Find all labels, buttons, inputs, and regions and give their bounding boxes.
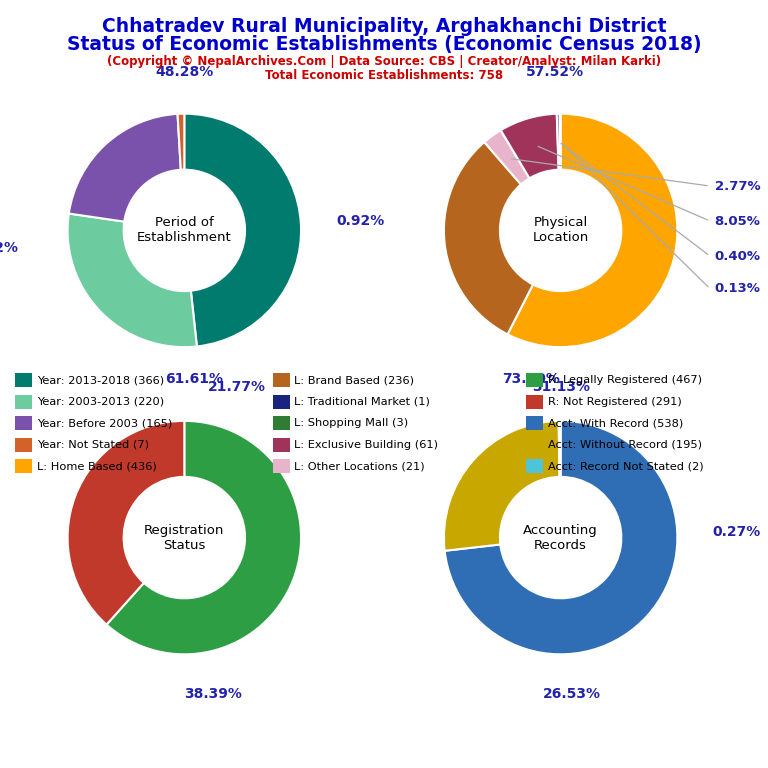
Text: (Copyright © NepalArchives.Com | Data Source: CBS | Creator/Analyst: Milan Karki: (Copyright © NepalArchives.Com | Data So… bbox=[107, 55, 661, 68]
Text: 57.52%: 57.52% bbox=[526, 65, 584, 78]
Wedge shape bbox=[444, 142, 533, 334]
Wedge shape bbox=[69, 114, 180, 222]
Text: L: Other Locations (21): L: Other Locations (21) bbox=[294, 461, 425, 472]
Text: R: Not Registered (291): R: Not Registered (291) bbox=[548, 396, 681, 407]
Text: L: Shopping Mall (3): L: Shopping Mall (3) bbox=[294, 418, 409, 429]
Wedge shape bbox=[444, 421, 560, 551]
Text: Year: 2013-2018 (366): Year: 2013-2018 (366) bbox=[37, 375, 164, 386]
Wedge shape bbox=[560, 114, 561, 170]
Text: Physical
Location: Physical Location bbox=[532, 217, 589, 244]
Text: 2.77%: 2.77% bbox=[715, 180, 760, 193]
Text: 0.40%: 0.40% bbox=[715, 250, 761, 263]
Text: Status of Economic Establishments (Economic Census 2018): Status of Economic Establishments (Econo… bbox=[67, 35, 701, 54]
Text: 29.02%: 29.02% bbox=[0, 241, 18, 255]
Text: 61.61%: 61.61% bbox=[164, 372, 223, 386]
Text: 26.53%: 26.53% bbox=[543, 687, 601, 701]
Text: Year: 2003-2013 (220): Year: 2003-2013 (220) bbox=[37, 396, 164, 407]
Text: L: Brand Based (236): L: Brand Based (236) bbox=[294, 375, 414, 386]
Wedge shape bbox=[107, 421, 301, 654]
Wedge shape bbox=[557, 114, 560, 170]
Wedge shape bbox=[68, 214, 197, 347]
Text: R: Legally Registered (467): R: Legally Registered (467) bbox=[548, 375, 702, 386]
Wedge shape bbox=[68, 421, 184, 624]
Text: Chhatradev Rural Municipality, Arghakhanchi District: Chhatradev Rural Municipality, Arghakhan… bbox=[101, 17, 667, 36]
Text: Acct: With Record (538): Acct: With Record (538) bbox=[548, 418, 683, 429]
Text: 0.92%: 0.92% bbox=[336, 214, 384, 228]
Wedge shape bbox=[184, 114, 301, 346]
Text: L: Home Based (436): L: Home Based (436) bbox=[37, 461, 157, 472]
Text: 31.13%: 31.13% bbox=[531, 380, 590, 394]
Wedge shape bbox=[508, 114, 677, 347]
Text: Accounting
Records: Accounting Records bbox=[523, 524, 598, 551]
Text: 48.28%: 48.28% bbox=[155, 65, 214, 78]
Wedge shape bbox=[501, 114, 558, 178]
Text: 38.39%: 38.39% bbox=[184, 687, 243, 701]
Wedge shape bbox=[177, 114, 184, 170]
Text: 73.20%: 73.20% bbox=[502, 372, 561, 386]
Text: Year: Before 2003 (165): Year: Before 2003 (165) bbox=[37, 418, 172, 429]
Wedge shape bbox=[445, 421, 677, 654]
Text: 8.05%: 8.05% bbox=[715, 214, 760, 227]
Text: L: Exclusive Building (61): L: Exclusive Building (61) bbox=[294, 439, 438, 450]
Text: Acct: Without Record (195): Acct: Without Record (195) bbox=[548, 439, 702, 450]
Text: Total Economic Establishments: 758: Total Economic Establishments: 758 bbox=[265, 69, 503, 82]
Text: 0.27%: 0.27% bbox=[713, 525, 760, 539]
Text: 0.13%: 0.13% bbox=[715, 283, 760, 295]
Text: Period of
Establishment: Period of Establishment bbox=[137, 217, 232, 244]
Text: 21.77%: 21.77% bbox=[208, 380, 266, 394]
Text: Year: Not Stated (7): Year: Not Stated (7) bbox=[37, 439, 149, 450]
Text: L: Traditional Market (1): L: Traditional Market (1) bbox=[294, 396, 430, 407]
Wedge shape bbox=[558, 421, 561, 477]
Wedge shape bbox=[485, 131, 529, 184]
Text: Acct: Record Not Stated (2): Acct: Record Not Stated (2) bbox=[548, 461, 703, 472]
Text: Registration
Status: Registration Status bbox=[144, 524, 224, 551]
